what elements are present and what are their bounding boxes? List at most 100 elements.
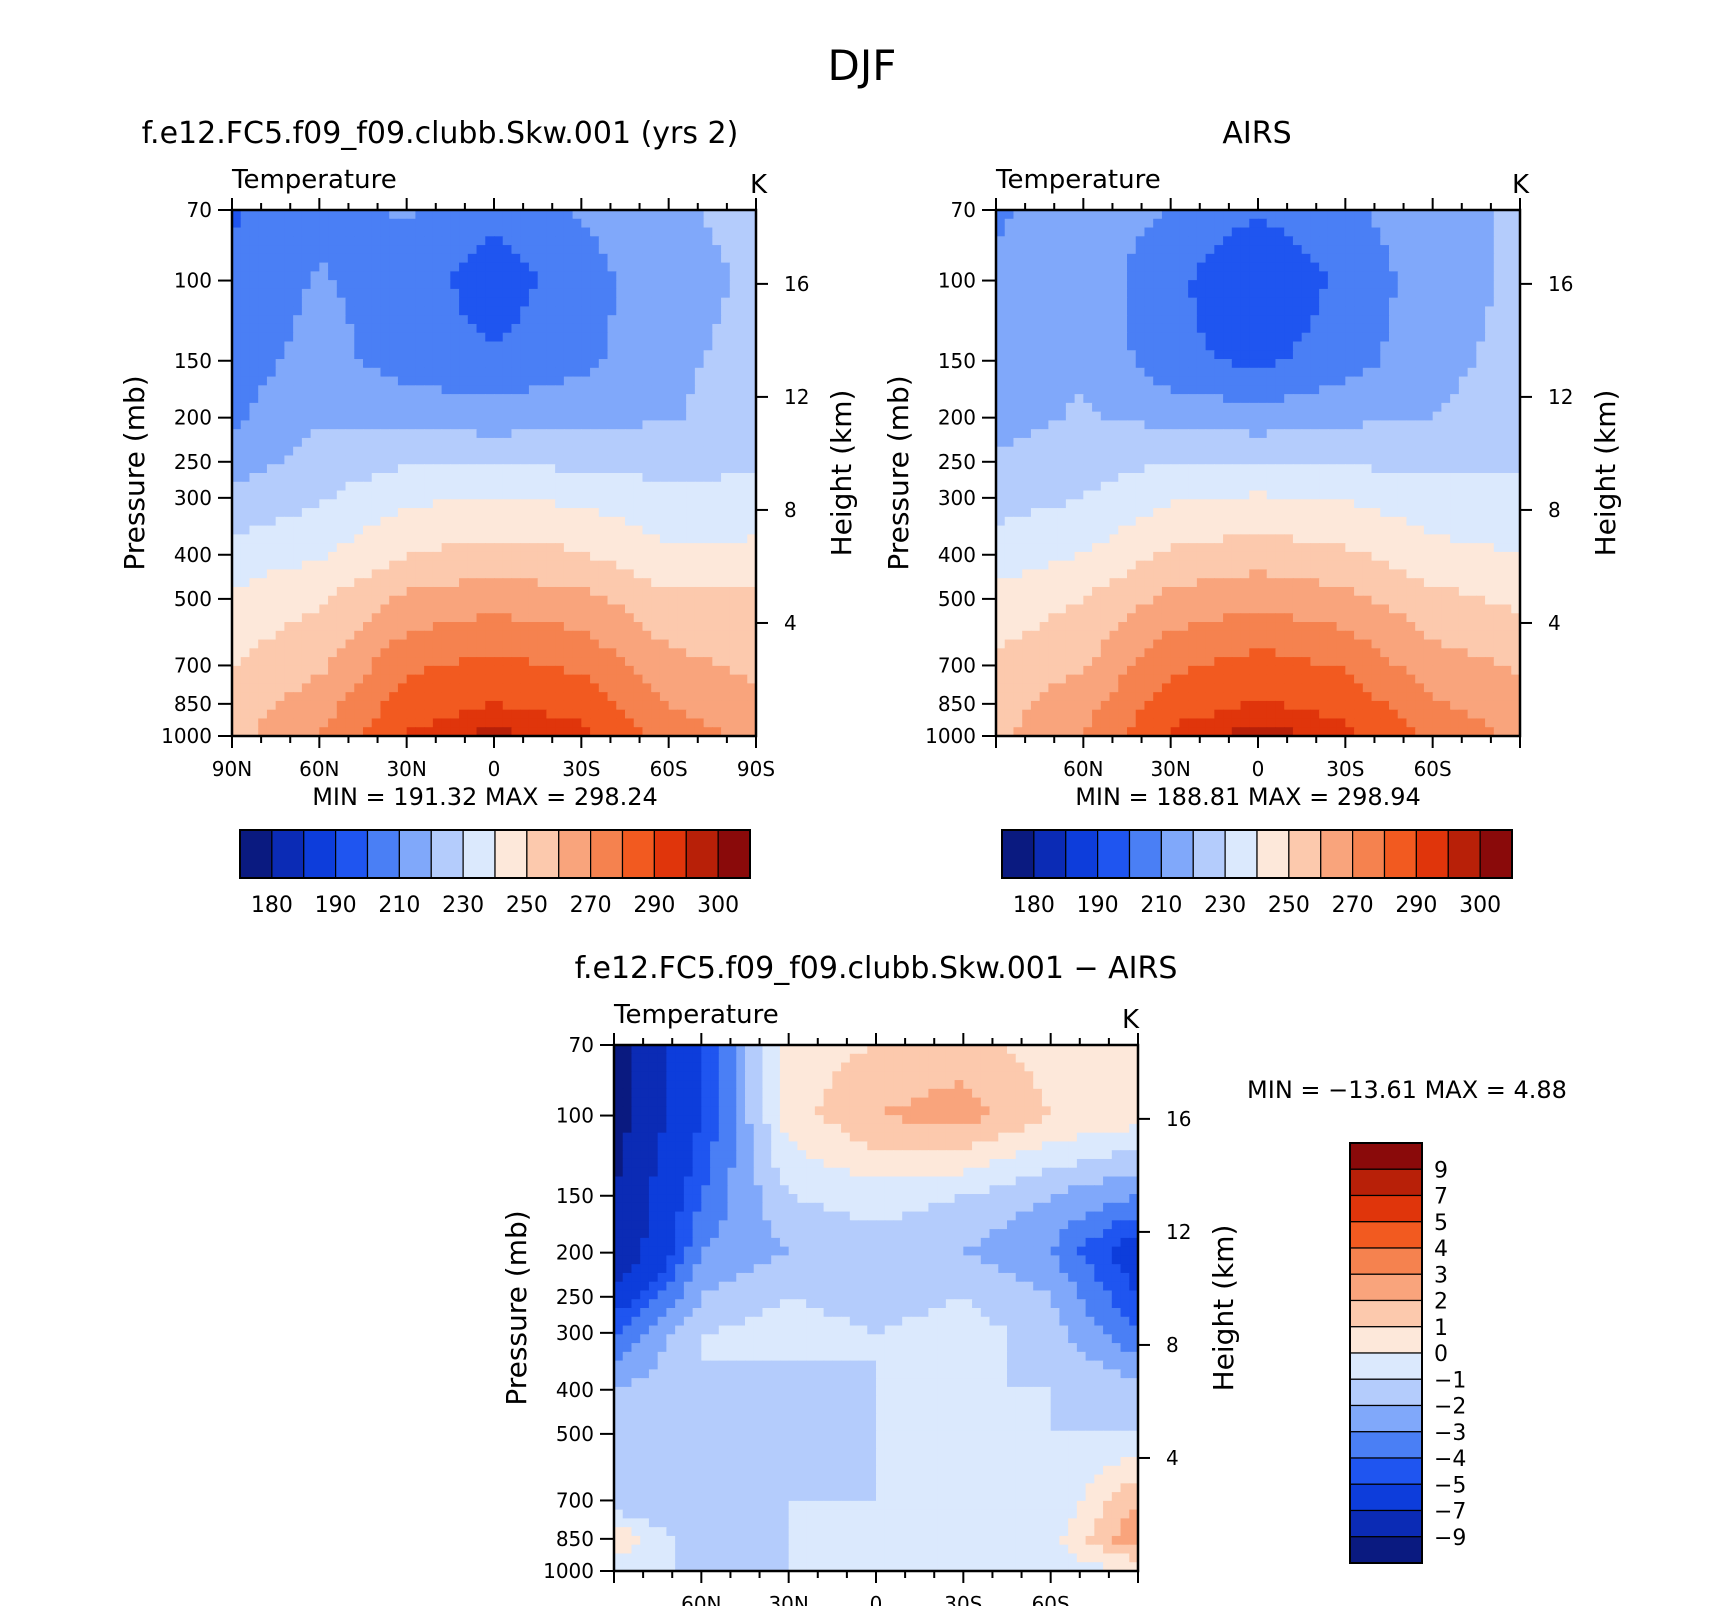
heat-cell [1450, 271, 1459, 280]
heat-cell [354, 289, 363, 298]
heat-cell [503, 254, 512, 263]
heat-cell [276, 359, 285, 368]
heat-cell [1040, 210, 1049, 219]
heat-cell [581, 683, 590, 692]
heat-cell [433, 420, 442, 429]
heat-cell [996, 324, 1005, 333]
heat-cell [372, 701, 381, 710]
heat-cell [642, 491, 651, 500]
heat-cell [704, 491, 713, 500]
colorbar-swatch [623, 830, 655, 878]
heat-cell [477, 210, 486, 219]
heat-cell [328, 403, 337, 412]
heat-cell [1476, 245, 1485, 254]
heat-cell [511, 657, 520, 666]
heat-cell [1118, 306, 1127, 315]
heat-cell [1171, 245, 1180, 254]
heat-cell [267, 613, 276, 622]
heat-cell [407, 508, 416, 517]
heat-cell [503, 499, 512, 508]
heat-cell [1398, 350, 1407, 359]
heat-cell [1197, 236, 1206, 245]
heat-cell [1372, 289, 1381, 298]
heat-cell [546, 640, 555, 649]
heat-cell [1179, 263, 1188, 272]
heat-cell [1337, 271, 1346, 280]
heat-cell [468, 605, 477, 614]
heat-cell [529, 648, 538, 657]
heat-cell [651, 447, 660, 456]
heat-cell [573, 578, 582, 587]
heat-cell [642, 622, 651, 631]
heat-cell [346, 552, 355, 561]
heat-cell [1214, 289, 1223, 298]
heat-cell [232, 333, 241, 342]
heat-cell [1144, 350, 1153, 359]
heat-cell [1337, 219, 1346, 228]
heat-cell [1441, 350, 1450, 359]
heat-cell [1258, 342, 1267, 351]
heat-cell [608, 228, 617, 237]
heat-cell [590, 385, 599, 394]
heat-cell [1337, 377, 1346, 386]
heat-cell [546, 403, 555, 412]
heat-cell [433, 517, 442, 526]
heat-cell [459, 491, 468, 500]
heat-cell [1188, 298, 1197, 307]
heat-cell [712, 280, 721, 289]
heat-cell [529, 245, 538, 254]
heat-cell [1459, 350, 1468, 359]
heat-cell [730, 552, 739, 561]
heat-cell [1275, 377, 1284, 386]
heat-cell [642, 455, 651, 464]
heat-cell [634, 613, 643, 622]
heat-cell [1241, 342, 1250, 351]
heat-cell [1328, 228, 1337, 237]
heat-cell [346, 587, 355, 596]
heat-cell [590, 692, 599, 701]
heat-cell [704, 605, 713, 614]
heat-cell [249, 675, 258, 684]
heat-cell [415, 499, 424, 508]
heat-cell [415, 631, 424, 640]
heat-cell [450, 683, 459, 692]
heat-cell [372, 271, 381, 280]
heat-cell [284, 648, 293, 657]
heat-cell [599, 718, 608, 727]
heat-cell [319, 701, 328, 710]
heat-cell [407, 455, 416, 464]
heat-cell [739, 271, 748, 280]
heat-cell [249, 271, 258, 280]
heat-cell [258, 377, 267, 386]
heat-cell [1136, 228, 1145, 237]
heat-cell [433, 578, 442, 587]
heat-cell [739, 508, 748, 517]
heat-cell [511, 315, 520, 324]
heat-cell [669, 228, 678, 237]
heat-cell [328, 701, 337, 710]
heat-cell [302, 219, 311, 228]
heat-cell [319, 236, 328, 245]
heat-cell [651, 438, 660, 447]
heat-cell [625, 605, 634, 614]
heat-cell [1171, 377, 1180, 386]
heat-cell [380, 210, 389, 219]
heat-cell [450, 429, 459, 438]
heat-cell [1101, 298, 1110, 307]
heat-cell [241, 692, 250, 701]
heat-cell [276, 640, 285, 649]
heat-cell [721, 455, 730, 464]
heat-cell [468, 692, 477, 701]
heat-cell [1503, 263, 1512, 272]
heat-cell [468, 420, 477, 429]
heat-cell [1380, 385, 1389, 394]
heat-cell [398, 385, 407, 394]
heat-cell [293, 701, 302, 710]
heat-cell [485, 701, 494, 710]
heat-cell [520, 245, 529, 254]
heat-cell [363, 666, 372, 675]
heat-cell [433, 219, 442, 228]
heat-cell [555, 447, 564, 456]
heat-cell [1380, 254, 1389, 263]
